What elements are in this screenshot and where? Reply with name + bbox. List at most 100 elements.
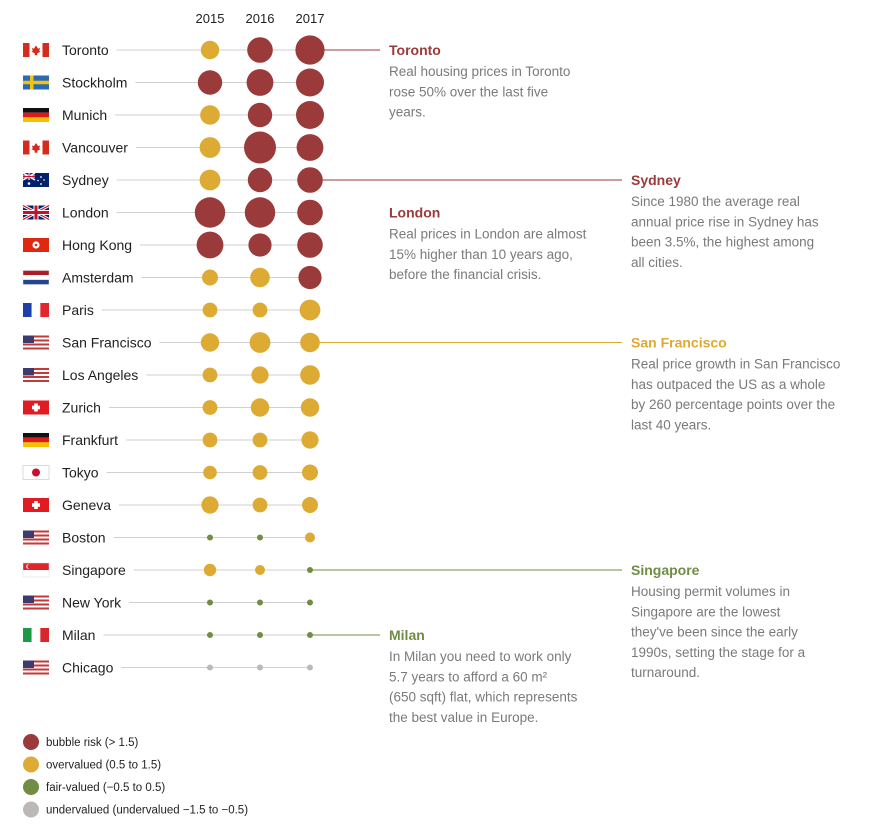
annotation-text-san-francisco-3: by 260 percentage points over the	[631, 397, 835, 412]
annotation-title-singapore: Singapore	[631, 562, 700, 578]
bubble-singapore-2016	[255, 565, 265, 575]
annotation-text-singapore-5: turnaround.	[631, 665, 700, 680]
canada-flag-icon	[23, 140, 49, 155]
annotation-text-london-2: 15% higher than 10 years ago,	[389, 247, 573, 262]
annotation-text-milan-4: the best value in Europe.	[389, 710, 538, 725]
bubble-new-york-2017	[307, 599, 313, 606]
germany-flag-icon	[23, 108, 49, 122]
canada-flag-icon	[23, 43, 49, 57]
year-label-2017: 2017	[296, 11, 325, 26]
bubble-milan-2015	[207, 632, 213, 638]
bubble-zurich-2017	[300, 398, 320, 417]
bubble-hong-kong-2016	[248, 233, 272, 257]
bubble-new-york-2016	[257, 599, 263, 606]
annotation-text-toronto-1: Real housing prices in Toronto	[389, 64, 570, 79]
legend-label-fair: fair-valued (−0.5 to 0.5)	[46, 782, 165, 794]
bubble-zurich-2015	[202, 400, 218, 415]
usa-flag-icon	[23, 660, 49, 675]
annotation-text-san-francisco-1: Real price growth in San Francisco	[631, 357, 840, 372]
bubble-los-angeles-2015	[202, 367, 218, 383]
bubble-los-angeles-2017	[300, 365, 320, 385]
annotation-text-sydney-4: all cities.	[631, 255, 683, 270]
bubble-paris-2017	[299, 299, 321, 321]
australia-flag-icon	[22, 172, 49, 187]
bubble-hong-kong-2017	[297, 232, 323, 258]
annotation-text-milan-3: (650 sqft) flat, which represents	[389, 690, 578, 705]
city-label-stockholm: Stockholm	[62, 75, 127, 91]
bubble-chicago-2015	[207, 664, 213, 671]
city-label-hong-kong: Hong Kong	[62, 237, 132, 253]
italy-flag-icon	[23, 628, 49, 642]
bubble-hong-kong-2015	[196, 231, 224, 259]
hong-kong-flag-icon	[23, 238, 49, 252]
bubble-sydney-2015	[199, 169, 221, 191]
bubble-singapore-2015	[203, 563, 217, 577]
bubble-tokyo-2015	[203, 465, 217, 480]
legend-label-overvalued: overvalued (0.5 to 1.5)	[46, 760, 161, 772]
bubble-frankfurt-2017	[301, 431, 319, 449]
year-label-2015: 2015	[196, 11, 225, 26]
city-label-toronto: Toronto	[62, 42, 109, 58]
usa-flag-icon	[23, 530, 49, 545]
bubble-boston-2016	[257, 534, 263, 541]
annotation-text-singapore-4: 1990s, setting the stage for a	[631, 645, 806, 660]
bubble-frankfurt-2015	[202, 432, 218, 448]
annotation-text-london-1: Real prices in London are almost	[389, 227, 587, 242]
annotation-text-sydney-2: annual price rise in Sydney has	[631, 214, 819, 229]
bubble-geneva-2017	[302, 497, 318, 513]
annotation-title-toronto: Toronto	[389, 42, 441, 58]
bubble-paris-2016	[252, 302, 268, 318]
bubble-geneva-2015	[201, 496, 219, 514]
france-flag-icon	[23, 303, 49, 317]
bubble-amsterdam-2016	[250, 267, 270, 288]
annotation-text-milan-1: In Milan you need to work only	[389, 649, 572, 664]
singapore-flag-icon	[22, 562, 50, 578]
bubble-amsterdam-2015	[202, 269, 218, 286]
bubble-vancouver-2015	[199, 137, 221, 158]
bubble-san-francisco-2015	[200, 333, 220, 352]
city-label-chicago: Chicago	[62, 660, 114, 676]
bubble-boston-2017	[305, 532, 315, 543]
legend-marker-undervalued	[23, 801, 39, 818]
city-label-sydney: Sydney	[62, 172, 109, 188]
bubble-vancouver-2016	[244, 131, 276, 164]
city-label-milan: Milan	[62, 627, 95, 643]
city-label-london: London	[62, 205, 109, 221]
sweden-flag-icon	[23, 75, 49, 90]
netherlands-flag-icon	[22, 270, 50, 285]
bubble-tokyo-2016	[252, 465, 268, 480]
germany-flag-icon	[23, 433, 49, 447]
usa-flag-icon	[23, 368, 49, 382]
bubble-sydney-2016	[247, 167, 273, 193]
city-label-singapore: Singapore	[62, 562, 126, 578]
bubble-toronto-2015	[200, 40, 220, 60]
annotation-text-toronto-2: rose 50% over the last five	[389, 84, 548, 99]
bubble-frankfurt-2016	[252, 432, 268, 448]
annotation-text-milan-2: 5.7 years to afford a 60 m²	[389, 669, 548, 684]
bubble-milan-2016	[257, 632, 263, 638]
legend-marker-overvalued	[23, 756, 39, 773]
annotation-title-san-francisco: San Francisco	[631, 335, 727, 351]
city-label-san-francisco: San Francisco	[62, 335, 152, 351]
annotation-text-singapore-2: Singapore are the lowest	[631, 604, 781, 619]
bubble-geneva-2016	[252, 497, 268, 513]
annotation-text-sydney-3: been 3.5%, the highest among	[631, 235, 814, 250]
bubble-san-francisco-2016	[249, 332, 271, 353]
city-label-boston: Boston	[62, 530, 106, 546]
bubble-chicago-2017	[307, 664, 313, 671]
bubble-stockholm-2016	[246, 69, 274, 96]
city-label-paris: Paris	[62, 302, 94, 318]
annotation-title-london: London	[389, 205, 440, 221]
bubble-boston-2015	[207, 534, 213, 541]
bubble-london-2017	[297, 199, 323, 226]
city-label-geneva: Geneva	[62, 497, 111, 513]
annotation-text-singapore-1: Housing permit volumes in	[631, 584, 790, 599]
annotation-text-london-3: before the financial crisis.	[389, 267, 541, 282]
usa-flag-icon	[23, 335, 49, 350]
bubble-stockholm-2017	[296, 68, 324, 97]
legend-marker-fair	[23, 779, 39, 795]
year-label-2016: 2016	[246, 11, 275, 26]
bubble-munich-2015	[200, 105, 220, 125]
bubble-chicago-2016	[257, 664, 263, 671]
legend-label-undervalued: undervalued (undervalued −1.5 to −0.5)	[46, 805, 248, 817]
